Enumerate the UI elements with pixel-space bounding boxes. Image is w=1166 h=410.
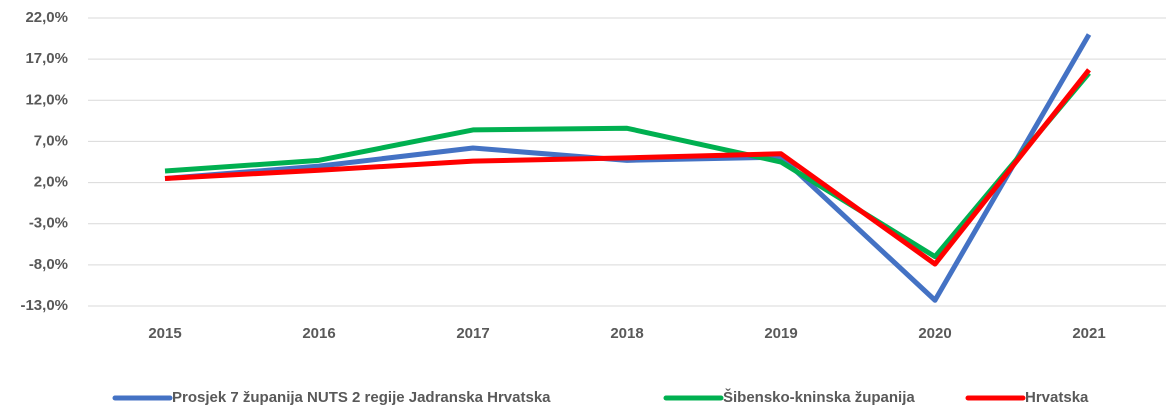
x-tick-label: 2020 [918,325,951,342]
series-line [164,71,1091,260]
y-tick-label: 12,0% [25,91,68,108]
y-tick-label: -3,0% [29,215,68,232]
x-tick-label: 2016 [302,325,335,342]
x-tick-label: 2018 [610,325,643,342]
y-tick-label: 7,0% [34,132,68,149]
legend-label: Prosjek 7 županija NUTS 2 regije Jadrans… [172,389,551,406]
legend-label: Hrvatska [1025,389,1089,406]
legend-label: Šibensko-kninska županija [723,388,915,406]
y-tick-label: 22,0% [25,9,68,26]
y-tick-label: 2,0% [34,174,68,191]
x-tick-label: 2019 [764,325,797,342]
y-tick-label: -8,0% [29,256,68,273]
x-tick-label: 2021 [1072,325,1105,342]
x-tick-label: 2017 [456,325,489,342]
x-tick-label: 2015 [148,325,181,342]
y-tick-label: 17,0% [25,50,68,67]
series-line [164,33,1092,303]
y-tick-label: -13,0% [20,297,68,314]
series-line [164,68,1091,267]
